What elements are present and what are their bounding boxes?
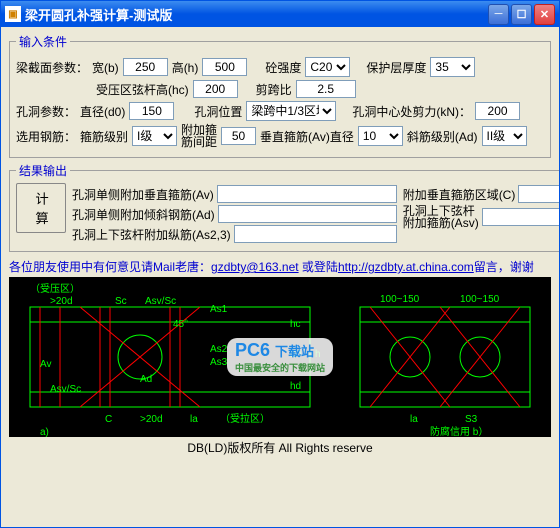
av-label: 孔洞单侧附加垂直箍筋(Av): [72, 186, 214, 203]
svg-text:S3: S3: [465, 414, 478, 425]
contact-note: 各位朋友使用中有何意见请Mail老唐：gzdbty@163.net 或登陆htt…: [9, 256, 551, 277]
pc6-watermark: PC6 下载站 中国最安全的下载网站: [227, 338, 333, 376]
engineering-diagram: （受压区） >20d Sc Asv/Sc 45° As1 As2 As3 Ad …: [9, 277, 551, 437]
output-fieldset: 结果输出 计算 孔洞单侧附加垂直箍筋(Av) 孔洞单侧附加倾斜钢筋(Ad) 孔洞…: [9, 162, 559, 252]
copyright-footer: DB(LD)版权所有 All Rights reserve: [9, 437, 551, 458]
svg-text:100~150: 100~150: [460, 294, 500, 305]
svg-text:（受拉区）: （受拉区）: [220, 412, 270, 425]
ad-output[interactable]: [218, 205, 397, 223]
vert-stirrup-select[interactable]: 10: [358, 126, 403, 146]
window-title: 梁开圆孔补强计算-测试版: [25, 5, 488, 24]
svg-text:la: la: [410, 414, 418, 425]
svg-text:>20d: >20d: [50, 296, 73, 307]
svg-text:Sc: Sc: [115, 296, 127, 307]
titlebar: ▣ 梁开圆孔补强计算-测试版 ─ ☐ ✕: [1, 1, 559, 27]
conc-select[interactable]: C20: [305, 57, 350, 77]
svg-text:As2: As2: [210, 344, 228, 355]
stirrup-spacing-input[interactable]: [221, 127, 256, 145]
svg-text:As3: As3: [210, 357, 228, 368]
d0-input[interactable]: [129, 102, 174, 120]
width-label: 宽(b): [92, 59, 119, 76]
shear-input[interactable]: [475, 102, 520, 120]
svg-text:a): a): [40, 427, 49, 437]
svg-text:As1: As1: [210, 304, 228, 315]
url-link[interactable]: http://gzdbty.at.china.com: [338, 260, 474, 274]
span-ratio-label: 剪跨比: [256, 81, 292, 98]
svg-text:Asv/Sc: Asv/Sc: [145, 296, 176, 307]
svg-text:hd: hd: [290, 381, 301, 392]
c-output[interactable]: [518, 185, 559, 203]
d0-label: 直径(d0): [80, 103, 125, 120]
svg-text:Av: Av: [40, 359, 52, 370]
compute-button[interactable]: 计算: [16, 183, 66, 233]
svg-text:hc: hc: [290, 319, 301, 330]
c-label: 附加垂直箍筋区域(C): [403, 186, 516, 203]
cover-select[interactable]: 35: [430, 57, 475, 77]
input-legend: 输入条件: [16, 33, 70, 50]
beam-section-label: 梁截面参数：: [16, 59, 88, 76]
svg-text:防腐信用 b）: 防腐信用 b）: [430, 425, 488, 437]
span-ratio-input[interactable]: [296, 80, 356, 98]
vert-stirrup-label: 垂直箍筋(Av)直径: [260, 128, 354, 145]
as23-label: 孔洞上下弦杆附加纵筋(As2,3): [72, 226, 231, 243]
diag-grade-label: 斜筋级别(Ad): [407, 128, 478, 145]
svg-text:45°: 45°: [173, 319, 188, 330]
width-input[interactable]: [123, 58, 168, 76]
shear-label: 孔洞中心处剪力(kN)：: [352, 103, 471, 120]
cover-label: 保护层厚度: [366, 59, 426, 76]
app-icon: ▣: [5, 6, 21, 22]
svg-text:Asv/Sc: Asv/Sc: [50, 384, 81, 395]
diag-grade-select[interactable]: II级: [482, 126, 527, 146]
av-output[interactable]: [217, 185, 397, 203]
ad-label: 孔洞单侧附加倾斜钢筋(Ad): [72, 206, 215, 223]
asv-label: 孔洞上下弦杆附加箍筋(Asv): [403, 205, 479, 229]
rebar-label: 选用钢筋：: [16, 128, 76, 145]
svg-text:Ad: Ad: [140, 374, 152, 385]
stirrup-grade-select[interactable]: I级: [132, 126, 177, 146]
height-input[interactable]: [202, 58, 247, 76]
minimize-button[interactable]: ─: [488, 4, 509, 25]
asv-output[interactable]: [482, 208, 559, 226]
height-label: 高(h): [172, 59, 199, 76]
hole-pos-select[interactable]: 梁跨中1/3区域: [246, 101, 336, 121]
email-link[interactable]: gzdbty@163.net: [211, 260, 299, 274]
maximize-button[interactable]: ☐: [511, 4, 532, 25]
stirrup-grade-label: 箍筋级别: [80, 128, 128, 145]
svg-text:C: C: [105, 414, 112, 425]
svg-text:>20d: >20d: [140, 414, 163, 425]
output-legend: 结果输出: [16, 162, 70, 179]
as23-output[interactable]: [234, 225, 397, 243]
hc-label: 受压区弦杆高(hc): [96, 81, 189, 98]
input-fieldset: 输入条件 梁截面参数： 宽(b) 高(h) 砼强度 C20 保护层厚度 35 受…: [9, 33, 551, 158]
conc-label: 砼强度: [265, 59, 301, 76]
close-button[interactable]: ✕: [534, 4, 555, 25]
svg-text:la: la: [190, 414, 198, 425]
stirrup-spacing-label: 附加箍筋间距: [181, 124, 217, 148]
hole-params-label: 孔洞参数：: [16, 103, 76, 120]
svg-text:（受压区）: （受压区）: [30, 283, 80, 295]
svg-text:100~150: 100~150: [380, 294, 420, 305]
hc-input[interactable]: [193, 80, 238, 98]
hole-pos-label: 孔洞位置: [194, 103, 242, 120]
